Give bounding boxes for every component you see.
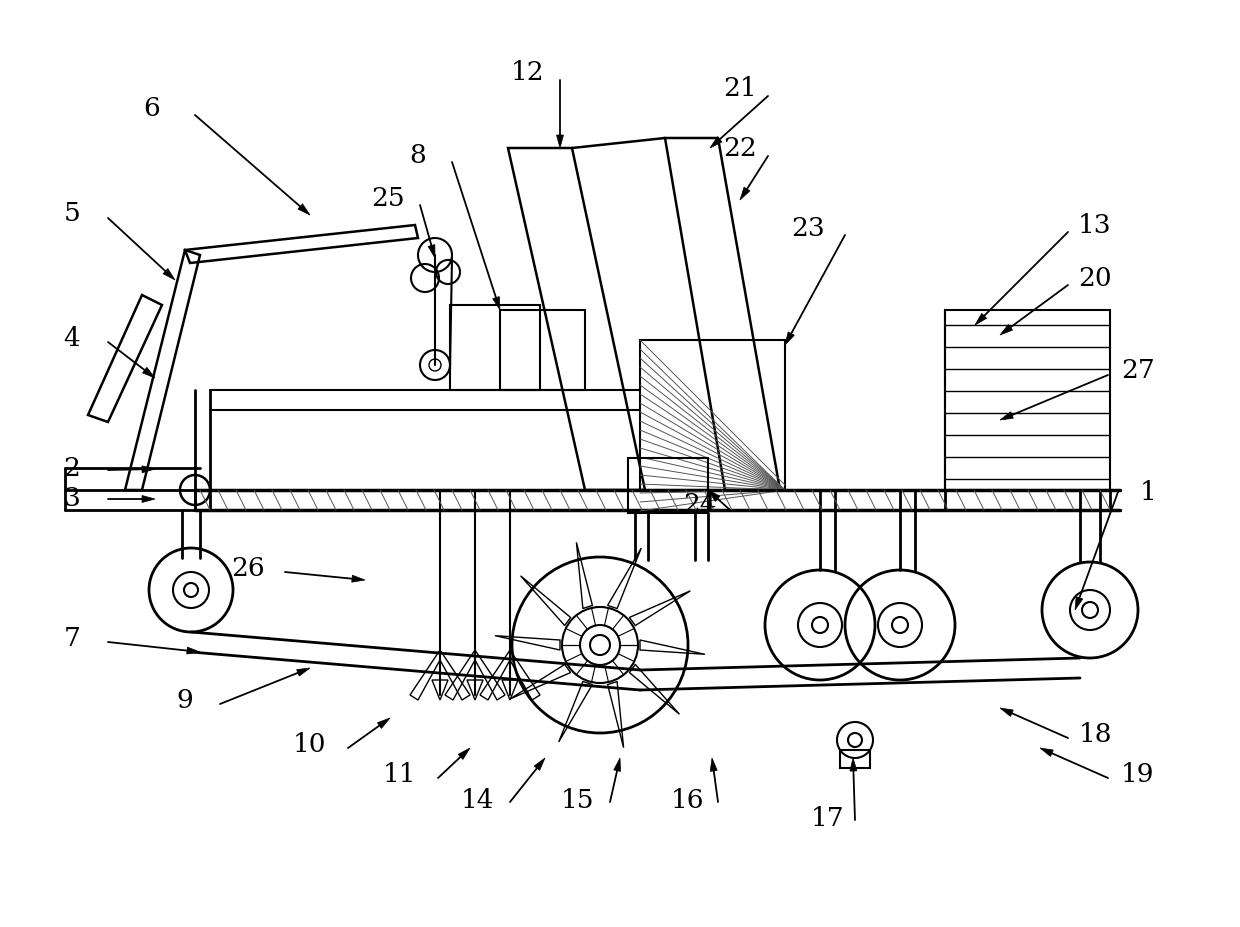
Polygon shape <box>999 708 1013 717</box>
Text: 9: 9 <box>176 688 193 713</box>
Text: 17: 17 <box>811 806 844 831</box>
Text: 6: 6 <box>144 95 160 121</box>
Text: 19: 19 <box>1121 763 1154 788</box>
Text: 27: 27 <box>1121 358 1154 383</box>
Bar <box>945 310 1110 490</box>
Text: 21: 21 <box>723 75 756 100</box>
Text: 7: 7 <box>63 626 81 651</box>
Polygon shape <box>849 758 857 771</box>
Polygon shape <box>296 668 310 676</box>
Text: 23: 23 <box>791 215 825 240</box>
Text: 16: 16 <box>671 788 704 812</box>
Text: 22: 22 <box>723 135 756 160</box>
Text: 24: 24 <box>683 492 717 517</box>
Polygon shape <box>187 647 200 654</box>
Polygon shape <box>534 758 546 770</box>
Circle shape <box>590 635 610 655</box>
Polygon shape <box>352 576 365 582</box>
Text: 8: 8 <box>409 143 427 168</box>
Polygon shape <box>143 367 155 378</box>
Text: 10: 10 <box>293 732 327 757</box>
Polygon shape <box>164 269 175 280</box>
Polygon shape <box>711 136 722 148</box>
Polygon shape <box>708 490 720 502</box>
Polygon shape <box>1075 597 1083 610</box>
Text: 25: 25 <box>371 185 404 210</box>
Polygon shape <box>458 748 470 759</box>
Text: 13: 13 <box>1079 212 1112 237</box>
Polygon shape <box>975 313 987 325</box>
Polygon shape <box>785 332 795 345</box>
Text: 2: 2 <box>63 455 81 480</box>
Polygon shape <box>143 496 155 502</box>
Text: 14: 14 <box>461 788 495 812</box>
Bar <box>627 458 708 513</box>
Bar <box>640 340 785 490</box>
Circle shape <box>892 617 908 633</box>
Polygon shape <box>377 718 391 729</box>
Polygon shape <box>999 324 1013 335</box>
Bar <box>500 310 585 390</box>
Polygon shape <box>614 758 620 771</box>
Circle shape <box>812 617 828 633</box>
Polygon shape <box>141 465 155 473</box>
Text: 18: 18 <box>1079 722 1112 747</box>
Polygon shape <box>492 297 500 310</box>
Circle shape <box>184 583 198 597</box>
Polygon shape <box>999 412 1013 420</box>
Text: 11: 11 <box>383 763 417 788</box>
Circle shape <box>1083 602 1097 618</box>
Bar <box>450 305 539 390</box>
Text: 3: 3 <box>63 486 81 511</box>
Polygon shape <box>557 135 563 148</box>
Polygon shape <box>740 187 750 200</box>
Text: 15: 15 <box>562 788 595 812</box>
Bar <box>839 750 870 768</box>
Text: 1: 1 <box>1140 479 1157 504</box>
Polygon shape <box>428 245 435 258</box>
Polygon shape <box>711 758 717 771</box>
Text: 26: 26 <box>231 555 265 580</box>
Text: 5: 5 <box>63 200 81 225</box>
Text: 4: 4 <box>63 325 81 350</box>
Polygon shape <box>298 204 310 215</box>
Polygon shape <box>1040 748 1053 756</box>
Text: 12: 12 <box>511 59 544 84</box>
Text: 20: 20 <box>1079 265 1112 290</box>
